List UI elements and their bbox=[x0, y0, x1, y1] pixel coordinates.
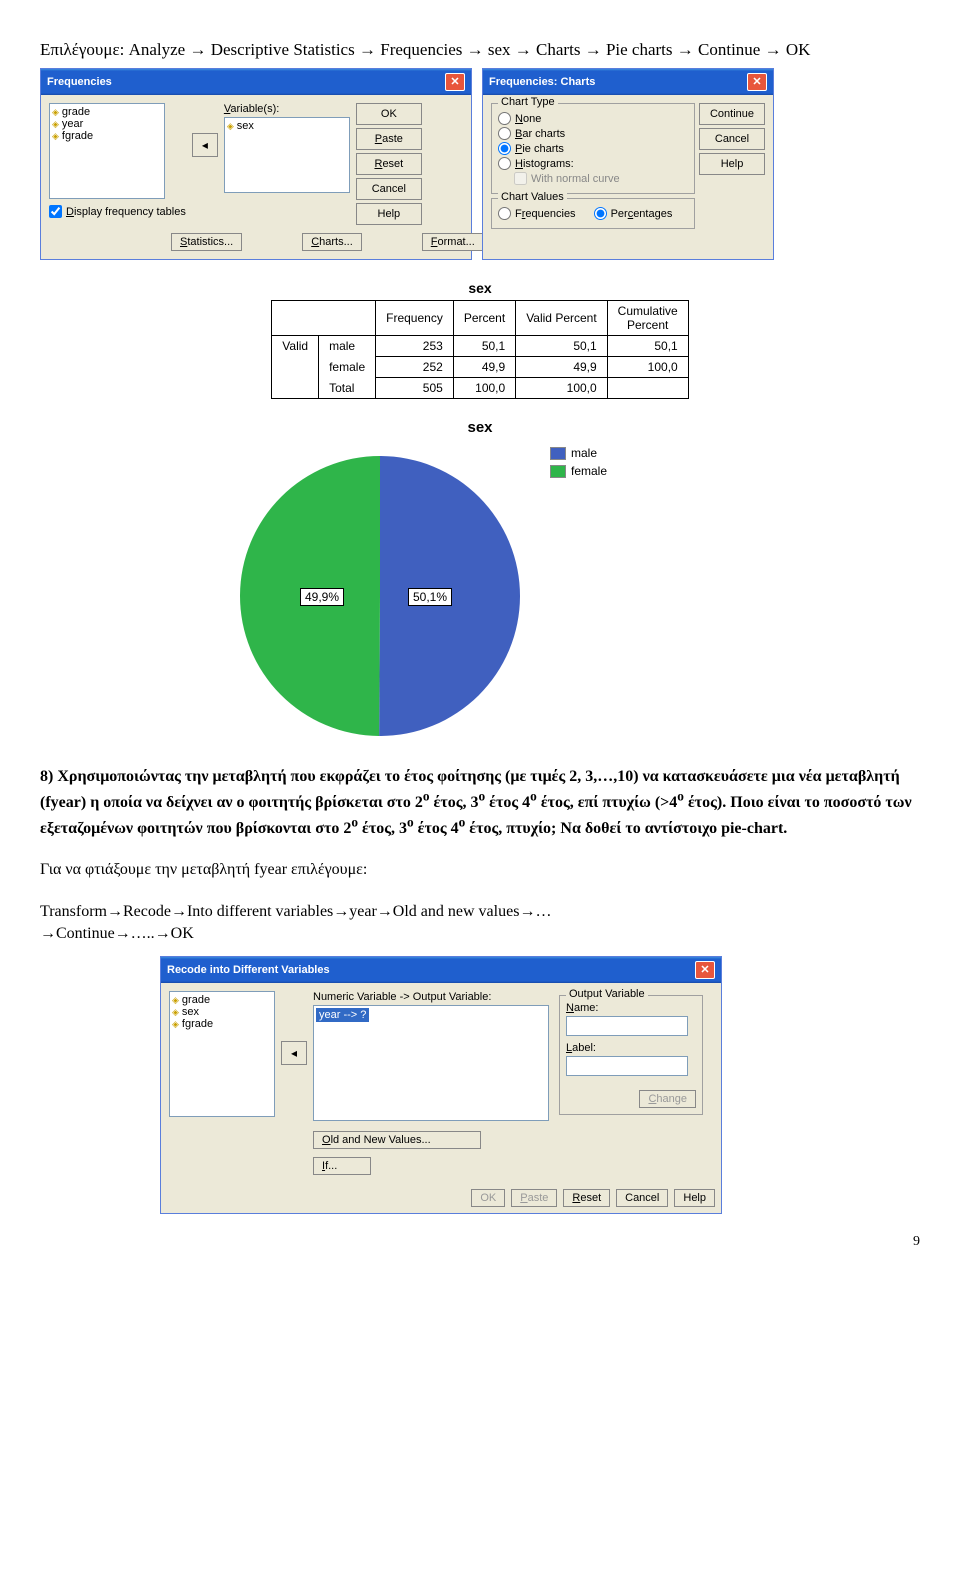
close-icon[interactable]: ✕ bbox=[695, 961, 715, 979]
chart-values-group: Chart Values Frequencies Percentages bbox=[491, 198, 695, 229]
if-button[interactable]: If... bbox=[313, 1157, 371, 1175]
dialogs-row: Frequencies ✕ grade year fgrade DDisplay… bbox=[40, 68, 920, 260]
question-8: 8) Χρησιμοποιώντας την μεταβλητή που εκφ… bbox=[40, 766, 920, 839]
help-button[interactable]: Help bbox=[356, 203, 422, 225]
label-input[interactable] bbox=[566, 1056, 688, 1076]
cancel-button[interactable]: Cancel bbox=[616, 1189, 668, 1207]
radio-frequencies[interactable]: Frequencies bbox=[498, 207, 576, 220]
frequency-table: Frequency Percent Valid Percent Cumulati… bbox=[271, 300, 688, 399]
dialog-title: Recode into Different Variables bbox=[167, 964, 330, 976]
source-vars-list[interactable]: grade year fgrade bbox=[49, 103, 165, 199]
old-new-button[interactable]: Old and New Values... bbox=[313, 1131, 481, 1149]
radio-none[interactable]: None bbox=[498, 112, 688, 125]
close-icon[interactable]: ✕ bbox=[445, 73, 465, 91]
dialog-title: Frequencies bbox=[47, 76, 112, 88]
recode-main-list[interactable]: year --> ? bbox=[313, 1005, 549, 1121]
output-variable-group: Output Variable Name: Label: Change bbox=[559, 995, 703, 1115]
recode-source-list[interactable]: grade sex fgrade bbox=[169, 991, 275, 1117]
pie-label-female: 49,9% bbox=[300, 588, 344, 606]
titlebar: Recode into Different Variables ✕ bbox=[161, 957, 721, 983]
display-freq-checkbox[interactable]: DDisplay frequency tablesisplay frequenc… bbox=[49, 205, 186, 218]
move-right-button[interactable]: ◂ bbox=[192, 133, 218, 157]
paste-button[interactable]: Paste bbox=[511, 1189, 557, 1207]
radio-hist[interactable]: Histograms: bbox=[498, 157, 688, 170]
table-row: Valid male 253 50,1 50,1 50,1 bbox=[272, 336, 688, 357]
titlebar: Frequencies ✕ bbox=[41, 69, 471, 95]
help-button[interactable]: Help bbox=[674, 1189, 715, 1207]
reset-button[interactable]: Reset bbox=[356, 153, 422, 175]
normal-curve-check: With normal curve bbox=[514, 172, 688, 185]
name-input[interactable] bbox=[566, 1016, 688, 1036]
move-left-button[interactable]: ◂ bbox=[281, 1041, 307, 1065]
menu-path: Επιλέγουμε: Analyze → Descriptive Statis… bbox=[40, 40, 920, 60]
change-button[interactable]: Change bbox=[639, 1090, 696, 1108]
table-row: female 252 49,9 49,9 100,0 bbox=[272, 357, 688, 378]
swatch-male bbox=[550, 447, 566, 460]
transform-path: Transform→Recode→Into different variable… bbox=[40, 901, 920, 944]
cancel-button[interactable]: Cancel bbox=[699, 128, 765, 150]
table-row: Total 505 100,0 100,0 bbox=[272, 378, 688, 399]
ok-button[interactable]: OK bbox=[471, 1189, 505, 1207]
radio-percentages[interactable]: Percentages bbox=[594, 207, 673, 220]
help-button[interactable]: Help bbox=[699, 153, 765, 175]
continue-button[interactable]: Continue bbox=[699, 103, 765, 125]
radio-bar[interactable]: Bar charts bbox=[498, 127, 688, 140]
dialog-title: Frequencies: Charts bbox=[489, 76, 595, 88]
close-icon[interactable]: ✕ bbox=[747, 73, 767, 91]
pie-chart: sex 50,1% 49,9% male female bbox=[230, 419, 730, 746]
selected-vars-list[interactable]: sex bbox=[224, 117, 350, 193]
paste-button[interactable]: Paste bbox=[356, 128, 422, 150]
recode-dialog: Recode into Different Variables ✕ grade … bbox=[160, 956, 722, 1214]
format-button[interactable]: Format... bbox=[422, 233, 484, 251]
follow-up: Για να φτιάξουμε την μεταβλητή fyear επι… bbox=[40, 859, 920, 881]
legend: male female bbox=[550, 446, 607, 482]
radio-pie[interactable]: Pie charts bbox=[498, 142, 688, 155]
frequencies-dialog: Frequencies ✕ grade year fgrade DDisplay… bbox=[40, 68, 472, 260]
swatch-female bbox=[550, 465, 566, 478]
statistics-button[interactable]: Statistics... bbox=[171, 233, 242, 251]
chart-type-group: Chart Type None Bar charts Pie charts Hi… bbox=[491, 103, 695, 194]
pie-label-male: 50,1% bbox=[408, 588, 452, 606]
ok-button[interactable]: OK bbox=[356, 103, 422, 125]
titlebar: Frequencies: Charts ✕ bbox=[483, 69, 773, 95]
charts-dialog: Frequencies: Charts ✕ Chart Type None Ba… bbox=[482, 68, 774, 260]
table-title: sex bbox=[40, 280, 920, 296]
page-number: 9 bbox=[40, 1234, 920, 1250]
charts-button[interactable]: Charts... bbox=[302, 233, 362, 251]
reset-button[interactable]: Reset bbox=[563, 1189, 610, 1207]
cancel-button[interactable]: Cancel bbox=[356, 178, 422, 200]
